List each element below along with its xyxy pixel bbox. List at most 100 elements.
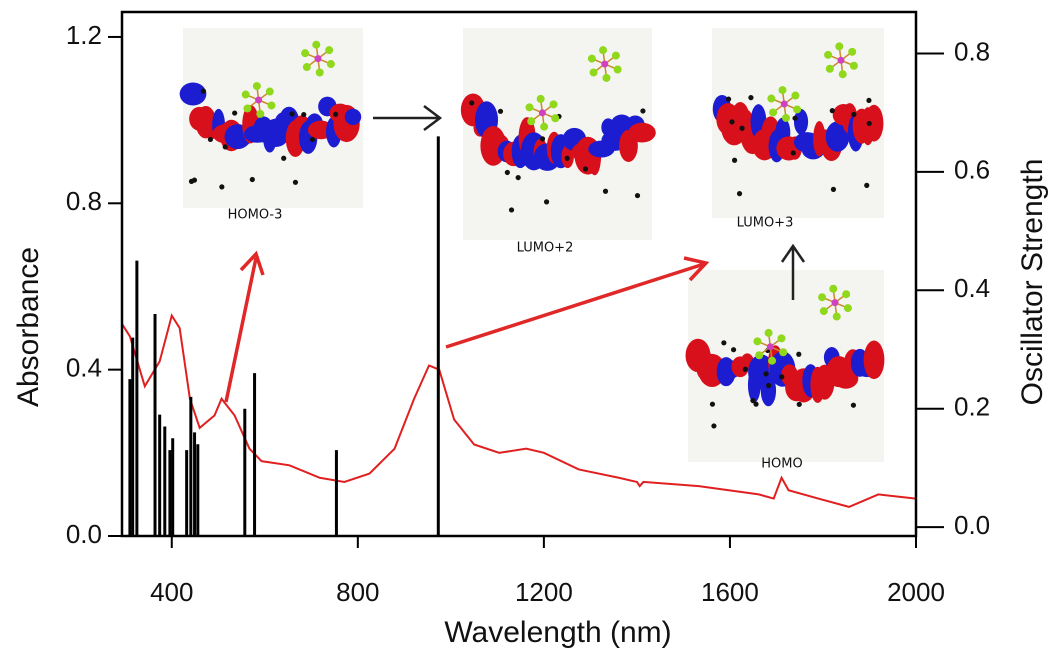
atom [779,86,787,94]
orbital-label: LUMO+3 [737,216,794,231]
atom [851,403,856,408]
atom [796,352,801,357]
atom [791,92,799,100]
atom [793,105,801,113]
orbital-label: HOMO-3 [228,208,283,223]
atom [498,109,503,114]
atom [839,70,847,78]
atom [614,65,622,73]
x-tick-label: 800 [336,577,379,607]
atom [525,103,533,111]
y2-axis-title: Oscillator Strength [1016,159,1049,406]
atom [779,348,787,356]
atom [290,111,295,116]
atom [527,117,535,125]
atom [201,89,206,94]
atom [848,48,856,56]
atom [640,108,645,113]
atom [768,357,776,365]
atom [253,82,261,90]
atom [223,144,228,149]
atom [303,63,311,71]
atom [850,62,858,70]
x-tick-label: 1200 [515,577,573,607]
atom [777,334,785,342]
y-axis-title: Absorbance [12,247,45,407]
y2-tick-label: 0.0 [954,510,990,540]
atom [835,42,843,50]
chart: HOMO-3 LUMO+2 LUMO+3 HOMO Wavelength (nm… [0,0,1055,658]
atom [565,156,570,161]
atom [255,97,262,104]
atom [767,95,775,103]
y-tick-label: 0.0 [66,519,102,549]
atom [588,55,596,63]
atom [612,52,620,60]
x-axis-title: Wavelength (nm) [444,616,671,649]
lobe [180,83,207,106]
atom [753,337,761,345]
atom [737,191,742,196]
atom [219,184,224,189]
atom [293,180,298,185]
atom [753,402,758,407]
atom [731,347,736,352]
atom [748,95,753,100]
atom [539,109,546,116]
y-tick-label: 1.2 [66,20,102,50]
atom [710,402,715,407]
y2-tick-label: 0.8 [954,36,990,66]
atom [831,187,836,192]
atom [842,290,850,298]
atom [256,110,264,118]
atom [281,156,286,161]
atom [551,114,559,122]
atom [763,371,768,376]
atom [310,137,315,142]
atom [599,46,607,54]
atom [250,177,255,182]
atom [726,97,731,102]
lobe [345,109,361,125]
x-tick-label: 400 [150,577,193,607]
atom [333,112,338,117]
atom [765,329,773,337]
atom [830,108,835,113]
atom [327,60,335,68]
atom [602,74,610,82]
atom [732,158,737,163]
arrow [446,258,706,347]
atom [232,110,237,115]
orbital-label: LUMO+2 [517,241,574,256]
atom [601,61,608,68]
atom [603,189,608,194]
atom [721,340,726,345]
atom [540,136,545,141]
atom [266,88,274,96]
atom [537,95,545,103]
atom [208,137,213,142]
atom [729,119,734,124]
atom [739,126,744,131]
atom [267,101,275,109]
atom [818,293,826,301]
atom [243,104,251,112]
atom [540,123,548,131]
atom [316,68,324,76]
atom [242,91,250,99]
y2-tick-label: 0.4 [954,273,990,303]
atom [766,383,771,388]
atom [755,351,763,359]
atom [301,49,309,57]
atom [635,193,640,198]
atom [781,101,788,108]
atom [583,166,588,171]
atom [301,112,306,117]
y2-tick-label: 0.6 [954,155,990,185]
atom [469,100,474,105]
atom [711,423,716,428]
atom [509,207,514,212]
atom [866,98,871,103]
y-tick-label: 0.4 [66,353,102,383]
atom [820,307,828,315]
